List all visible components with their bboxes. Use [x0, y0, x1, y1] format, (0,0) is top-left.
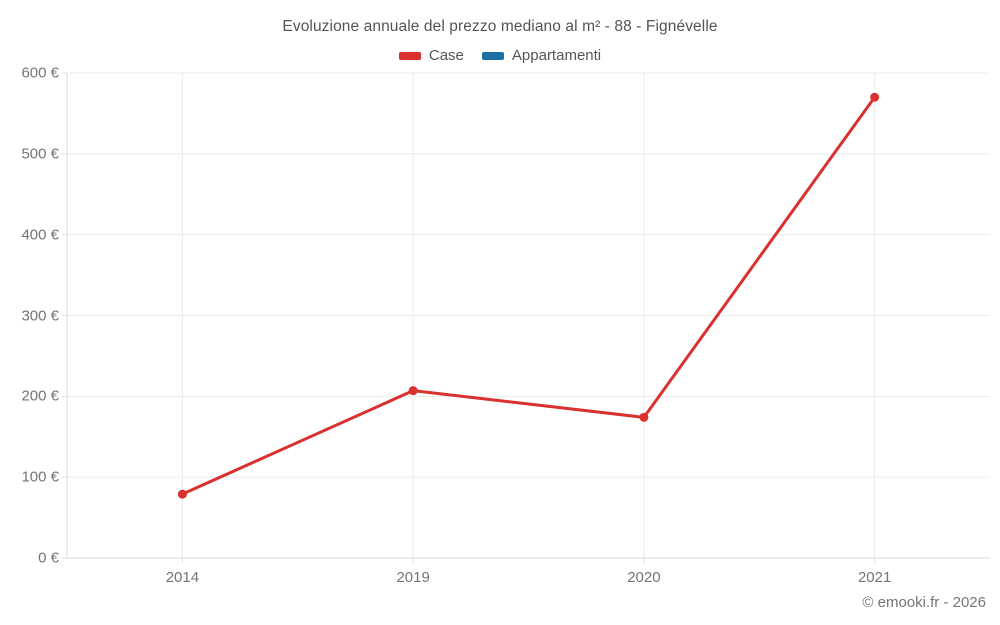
- data-point-case-2019[interactable]: [408, 386, 418, 396]
- copyright-credit: © emooki.fr - 2026: [862, 594, 986, 611]
- y-axis-tick-label: 0 €: [38, 549, 59, 567]
- data-point-case-2014[interactable]: [177, 489, 187, 499]
- x-axis-tick-label: 2021: [857, 569, 892, 586]
- chart-legend: Case Appartamenti: [0, 47, 1000, 64]
- legend-label: Appartamenti: [511, 47, 602, 64]
- legend-swatch-appartamenti: [481, 51, 504, 60]
- data-point-case-2021[interactable]: [870, 92, 880, 102]
- series-line-case: [180, 95, 877, 496]
- y-axis-tick-label: 200 €: [21, 387, 59, 405]
- data-point-case-2020[interactable]: [639, 412, 649, 422]
- legend-item-appartamenti[interactable]: Appartamenti: [481, 47, 602, 64]
- y-axis-tick-label: 300 €: [21, 307, 59, 324]
- y-axis-tick-label: 100 €: [21, 468, 59, 486]
- legend-swatch-case: [398, 51, 421, 60]
- x-axis-tick-label: 2020: [627, 569, 661, 586]
- x-axis-tick-label: 2014: [165, 569, 200, 586]
- y-axis-tick-label: 500 €: [21, 145, 59, 163]
- legend-label: Case: [428, 47, 464, 64]
- y-axis-tick-label: 400 €: [21, 226, 59, 244]
- legend-item-case[interactable]: Case: [398, 47, 464, 64]
- chart-title: Evoluzione annuale del prezzo mediano al…: [282, 18, 718, 35]
- y-axis-tick-label: 600 €: [21, 64, 59, 82]
- x-axis-tick-label: 2019: [396, 569, 430, 586]
